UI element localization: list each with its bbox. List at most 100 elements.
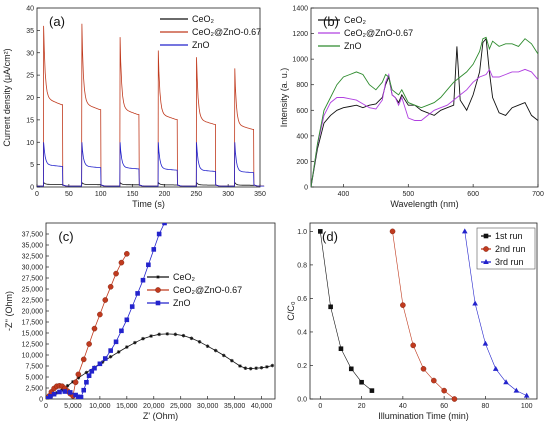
data-point — [75, 371, 82, 378]
data-point — [523, 392, 530, 398]
y-tick-label: 1200 — [292, 31, 308, 38]
data-point — [46, 396, 50, 399]
series-line — [310, 37, 539, 188]
y-tick-label: 0.4 — [297, 329, 307, 336]
data-point — [80, 356, 87, 363]
data-point — [129, 304, 135, 309]
data-point — [162, 223, 167, 226]
data-point — [48, 394, 53, 399]
data-point — [151, 247, 157, 252]
data-point — [51, 391, 57, 397]
legend-entry: ZnO — [173, 298, 191, 308]
data-point — [157, 332, 161, 337]
legend-entry: ZnO — [344, 41, 362, 51]
data-point — [86, 341, 92, 347]
legend-entry: 3rd run — [495, 257, 524, 267]
x-axis-label: Time (s) — [132, 199, 165, 209]
data-point — [420, 366, 427, 372]
data-point — [400, 302, 406, 308]
x-tick-label: 700 — [532, 191, 544, 198]
legend-entry: CeO₂@ZnO-0.67 — [173, 285, 242, 295]
data-point — [116, 350, 121, 354]
legend-marker — [483, 259, 489, 264]
data-point — [205, 344, 210, 348]
data-point — [119, 328, 124, 334]
y-tick-label: 1400 — [292, 6, 308, 13]
data-point — [84, 370, 89, 375]
data-point — [173, 332, 178, 337]
data-point — [146, 262, 151, 268]
data-point — [140, 277, 146, 283]
y-tick-label: 200 — [296, 159, 308, 166]
data-point — [248, 366, 253, 371]
y-tick-label: 35 — [26, 28, 34, 35]
data-point — [503, 379, 509, 385]
data-point — [89, 368, 95, 374]
data-point — [86, 373, 92, 378]
y-tick-label: 7,500 — [25, 364, 43, 371]
plot-frame — [310, 7, 539, 188]
y-tick-label: 0.8 — [297, 262, 307, 269]
data-point — [243, 366, 248, 370]
panel-label: (d) — [322, 229, 338, 244]
data-point — [238, 364, 242, 368]
x-tick-label: 20,000 — [143, 403, 165, 410]
data-point — [76, 394, 81, 399]
x-tick-label: 250 — [190, 191, 202, 198]
legend-entry: CeO₂ — [173, 272, 196, 282]
y-tick-label: 35,000 — [22, 243, 44, 250]
x-tick-label: 10,000 — [89, 403, 111, 410]
y-tick-label: 10,000 — [22, 353, 44, 360]
legend-marker — [156, 275, 160, 279]
data-point — [222, 353, 226, 358]
data-point — [108, 348, 113, 353]
y-tick-label: 10 — [26, 140, 34, 147]
legend-marker — [483, 233, 489, 239]
x-tick-label: 80 — [482, 403, 490, 410]
legend-marker — [155, 300, 161, 306]
y-tick-label: 0.0 — [297, 397, 307, 404]
data-point — [78, 394, 84, 399]
x-axis-label: Wavelength (nm) — [390, 199, 458, 209]
legend-entry: CeO₂ — [192, 14, 215, 24]
x-tick-label: 5,000 — [64, 403, 82, 410]
x-tick-label: 15,000 — [116, 403, 138, 410]
data-point — [431, 377, 437, 384]
x-tick-label: 200 — [159, 191, 171, 198]
x-tick-label: 350 — [254, 191, 266, 198]
data-point — [359, 379, 364, 385]
y-tick-label: 0.6 — [297, 296, 307, 303]
chart-b: 400 500 600 700 0 200 400 600 800 1000 1200 1400 Wav… — [279, 6, 544, 210]
data-point — [107, 283, 114, 290]
data-point — [348, 366, 354, 372]
series-line — [310, 68, 539, 188]
data-point — [57, 389, 62, 395]
y-tick-label: 17,500 — [22, 320, 44, 327]
x-tick-label: 100 — [521, 403, 533, 410]
data-point — [472, 300, 478, 306]
legend-entry: 1st run — [495, 231, 523, 241]
series-line — [37, 142, 265, 187]
x-axis-label: Illumination Time (min) — [378, 411, 469, 421]
legend-entry: 2nd run — [495, 244, 526, 254]
data-point — [259, 365, 264, 370]
series-line — [37, 181, 265, 187]
x-tick-label: 20 — [358, 403, 366, 410]
data-point — [149, 334, 153, 338]
y-tick-label: 800 — [296, 82, 308, 89]
data-point — [84, 379, 89, 385]
panel-label: (c) — [58, 229, 73, 244]
legend-entry: ZnO — [192, 40, 210, 50]
data-point — [97, 361, 103, 367]
legend-marker — [483, 246, 489, 252]
y-tick-label: 25,000 — [22, 287, 44, 294]
y-tick-label: 5 — [30, 162, 34, 169]
data-point — [97, 311, 103, 318]
panel-label: (a) — [49, 14, 65, 29]
data-point — [270, 363, 275, 368]
x-tick-label: 0 — [35, 191, 39, 198]
data-point — [91, 325, 98, 332]
data-point — [67, 390, 73, 395]
y-tick-label: 37,500 — [22, 232, 44, 239]
